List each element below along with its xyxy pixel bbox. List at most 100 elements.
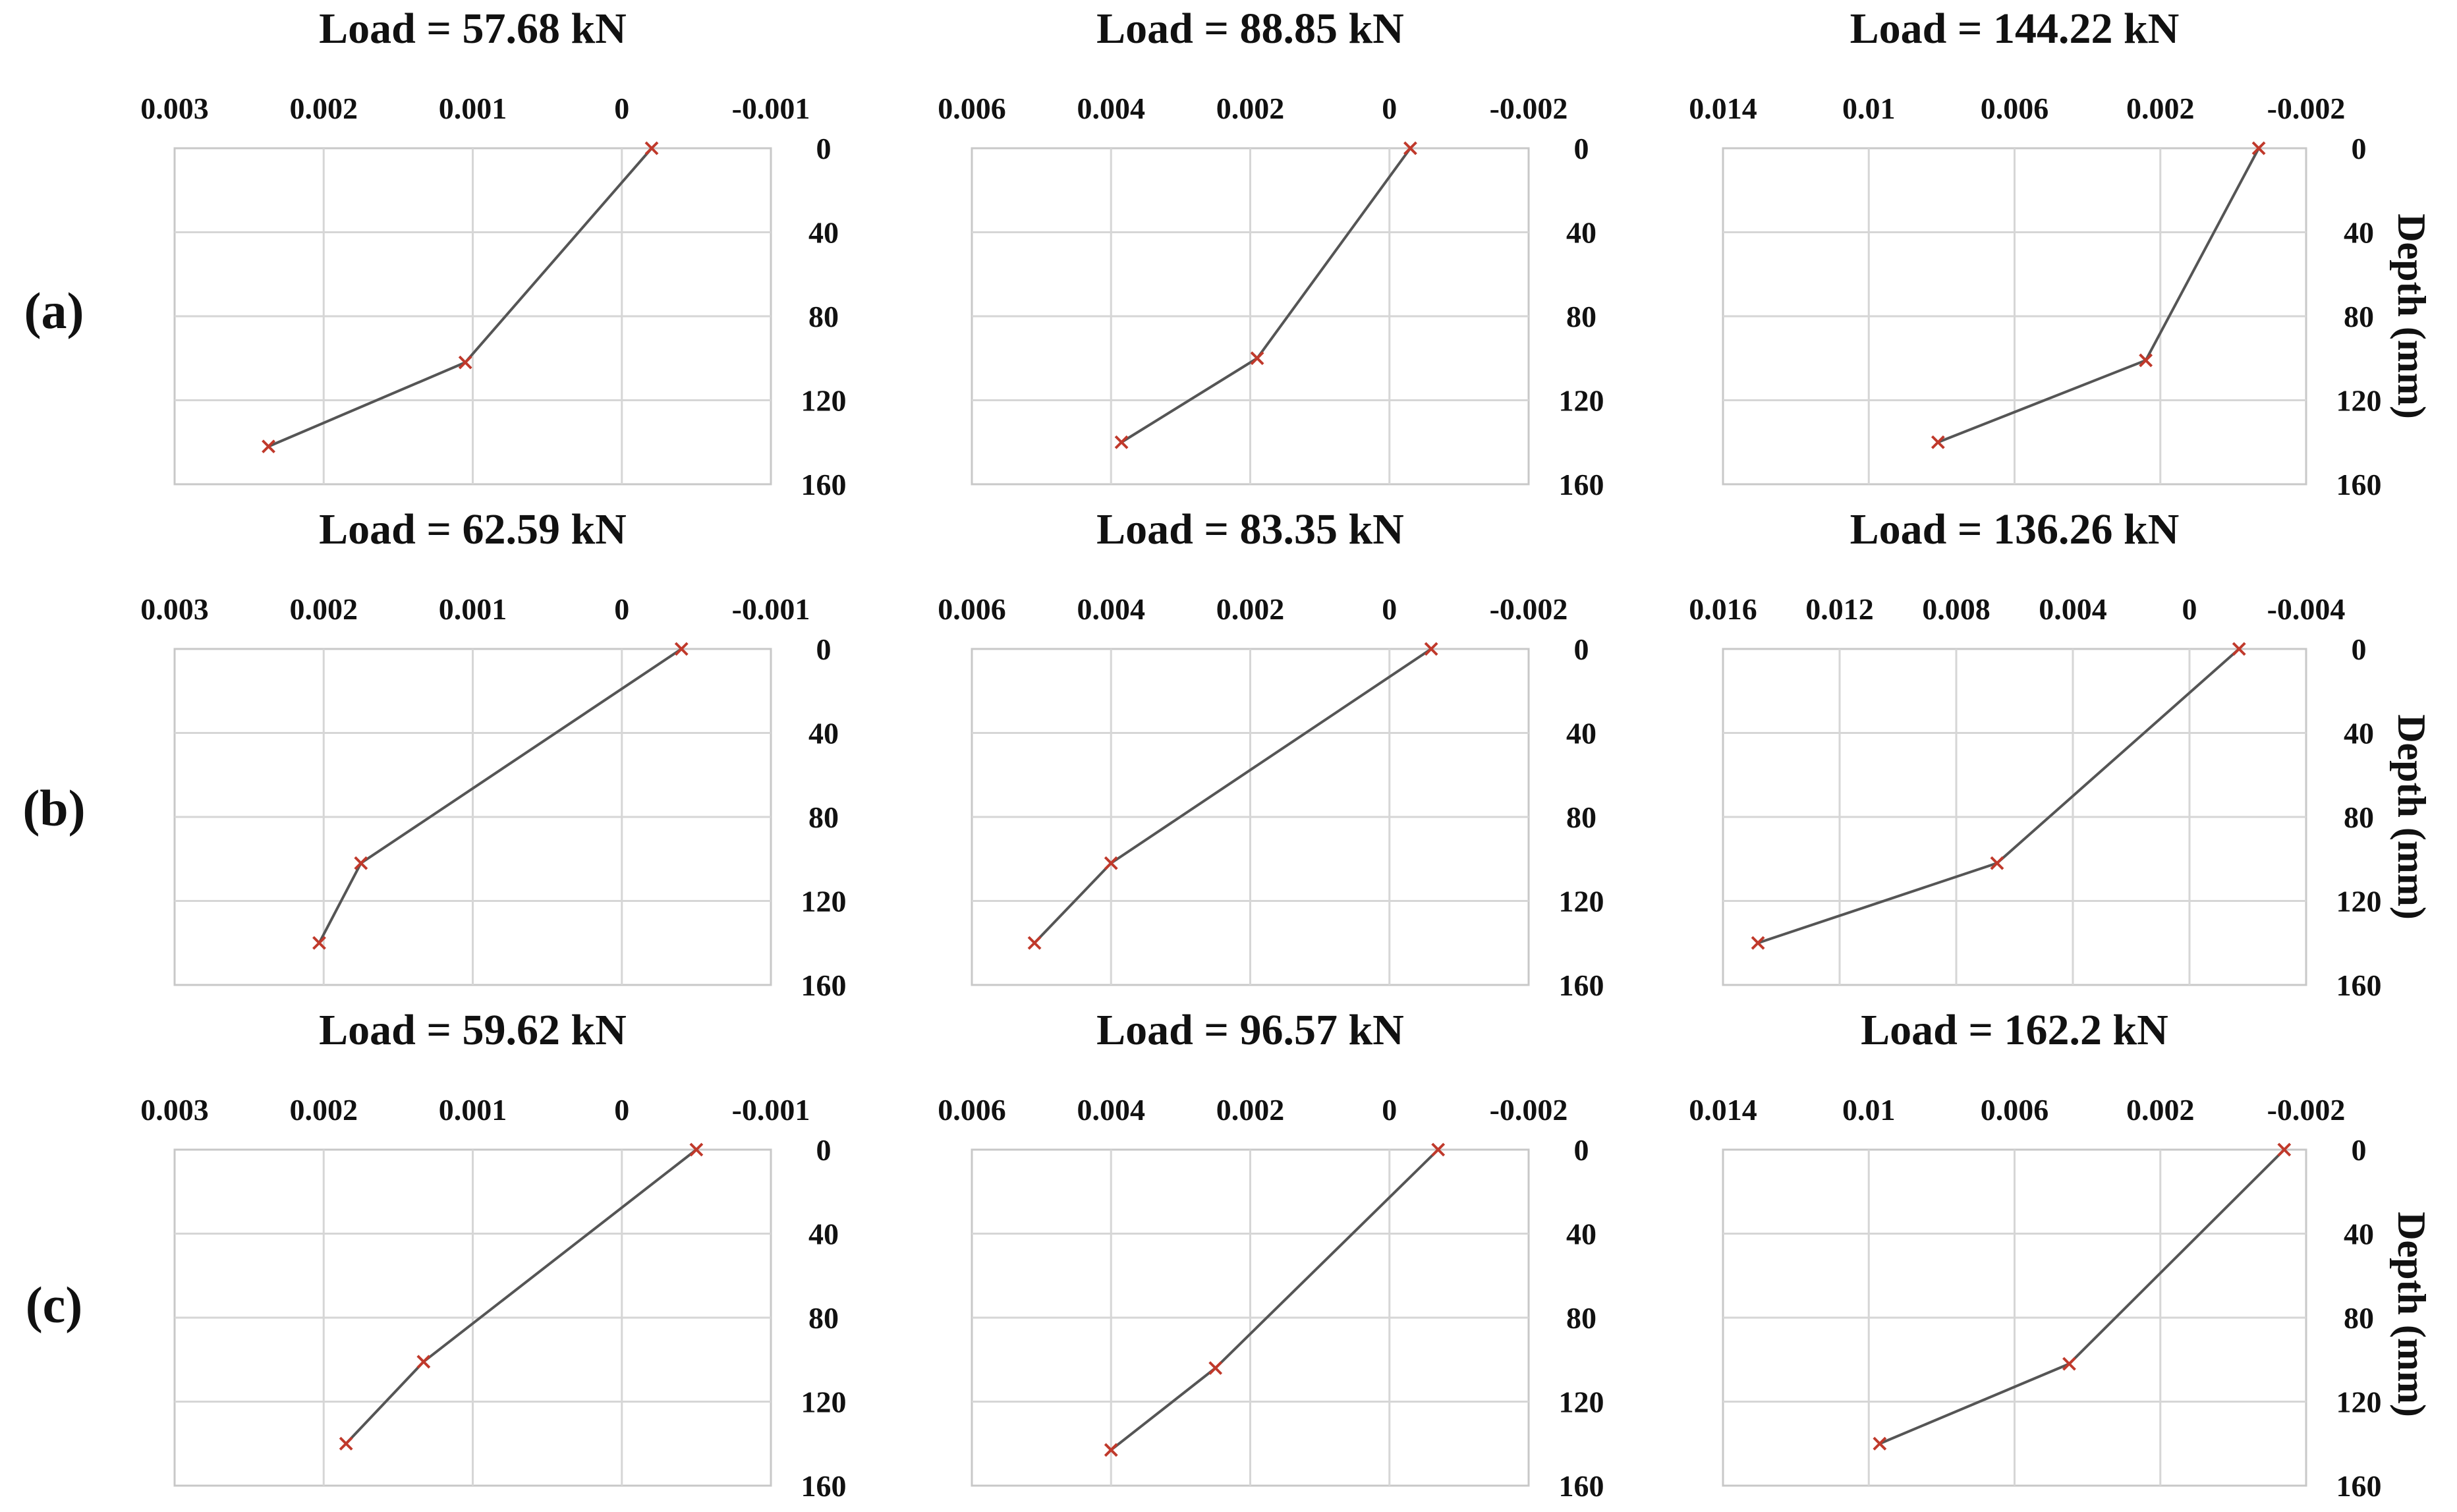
row-label-c: (c) — [26, 1276, 83, 1333]
row-label-a: (a) — [24, 282, 84, 339]
x-tick-label: 0.001 — [439, 1093, 507, 1127]
data-point-marker — [1403, 141, 1417, 155]
x-tick-label: 0.003 — [140, 1093, 209, 1127]
series-line — [1033, 648, 1432, 944]
marker-stroke — [1250, 351, 1264, 366]
marker-stroke — [354, 856, 368, 870]
data-point-marker — [1424, 642, 1438, 656]
marker-stroke — [1104, 1443, 1118, 1457]
y-tick-label: 160 — [1559, 468, 1604, 501]
y-tick-label: 40 — [2344, 216, 2374, 250]
data-point-marker — [1250, 351, 1264, 366]
chart-title: Load = 59.62 kN — [319, 1006, 627, 1054]
x-tick-label: 0 — [2182, 592, 2197, 626]
x-tick-label: 0.002 — [2126, 92, 2195, 125]
x-tick-label: 0.004 — [1077, 1093, 1146, 1127]
y-tick-label: 160 — [801, 968, 847, 1002]
marker-stroke — [644, 141, 659, 155]
marker-stroke — [1431, 1142, 1446, 1157]
y-tick-label: 40 — [1566, 717, 1596, 750]
data-point-marker — [1931, 435, 1945, 449]
x-tick-label: -0.002 — [1490, 92, 1568, 125]
y-tick-label: 160 — [1559, 968, 1604, 1002]
marker-stroke — [1403, 141, 1417, 155]
chart-panel-1: Load = 88.85 kN0.006 0.004 0.002 0 -0.002040… — [938, 5, 1604, 501]
y-tick-label: 40 — [808, 216, 839, 250]
data-point-marker — [2062, 1357, 2076, 1371]
data-point-marker — [644, 141, 659, 155]
marker-stroke — [339, 1436, 353, 1451]
data-point-marker — [2232, 642, 2246, 656]
y-tick-label: 40 — [808, 1218, 839, 1251]
x-tick-label: 0.006 — [1981, 92, 2049, 125]
x-tick-label: 0 — [1382, 1093, 1397, 1127]
y-tick-label: 40 — [1566, 1218, 1596, 1251]
y-tick-label: 160 — [2336, 968, 2382, 1002]
y-tick-label: 120 — [2336, 1386, 2382, 1419]
x-tick-label: 0.012 — [1805, 592, 1874, 626]
data-point-marker — [1208, 1361, 1223, 1375]
marker-stroke — [1990, 856, 2004, 870]
chart-panel-8: Load = 162.2 kN 0.014 0.01 0.006 0.002 -0.002… — [1689, 1006, 2381, 1503]
y-tick-label: 40 — [1566, 216, 1596, 250]
x-tick-label: 0.006 — [938, 92, 1006, 125]
y-tick-label: 120 — [1559, 384, 1604, 418]
y-tick-label: 80 — [1566, 1301, 1596, 1335]
series-line — [1757, 648, 2240, 945]
x-tick-label: 0.001 — [439, 592, 507, 626]
y-tick-label: 120 — [1559, 885, 1604, 918]
y-tick-label: 160 — [801, 1469, 847, 1503]
y-tick-label: 80 — [1566, 300, 1596, 333]
marker-stroke — [689, 1142, 704, 1157]
chart-panel-2: Load = 144.22 kN 0.014 0.01 0.006 0.002 -0.00… — [1689, 5, 2381, 501]
chart-title: Load = 136.26 kN — [1850, 505, 2180, 553]
chart-title: Load = 144.22 kN — [1850, 5, 2180, 53]
y-tick-label: 0 — [2352, 632, 2367, 666]
data-point-marker — [339, 1436, 353, 1451]
marker-stroke — [1424, 642, 1438, 656]
x-tick-label: 0.006 — [1981, 1093, 2049, 1127]
data-point-marker — [1114, 435, 1129, 449]
series-line — [1879, 1148, 2286, 1445]
marker-stroke — [416, 1355, 431, 1369]
y-tick-label: 40 — [2344, 1218, 2374, 1251]
marker-stroke — [262, 439, 275, 454]
marker-stroke — [458, 355, 472, 370]
ylabel-row-c: Depth (mm) — [2390, 1212, 2433, 1417]
x-tick-label: -0.004 — [2267, 592, 2346, 626]
marker-stroke — [2251, 141, 2266, 155]
x-tick-label: -0.001 — [732, 1093, 810, 1127]
data-point-marker — [458, 355, 472, 370]
chart-title: Load = 88.85 kN — [1096, 5, 1404, 53]
x-tick-label: 0.014 — [1689, 1093, 1757, 1127]
y-tick-label: 0 — [816, 632, 832, 666]
x-tick-label: 0.006 — [938, 1093, 1006, 1127]
y-tick-label: 160 — [801, 468, 847, 501]
data-point-marker — [1431, 1142, 1446, 1157]
x-tick-label: 0.016 — [1689, 592, 1757, 626]
marker-stroke — [1873, 1436, 1887, 1451]
x-tick-label: 0.01 — [1842, 1093, 1896, 1127]
x-tick-label: 0.002 — [1216, 1093, 1285, 1127]
chart-title: Load = 96.57 kN — [1096, 1006, 1404, 1054]
x-tick-label: 0.003 — [140, 592, 209, 626]
marker-stroke — [1751, 936, 1765, 950]
x-tick-label: 0.01 — [1842, 92, 1896, 125]
x-tick-label: -0.002 — [1490, 592, 1568, 626]
y-tick-label: 0 — [816, 132, 832, 165]
y-tick-label: 80 — [808, 800, 839, 834]
data-point-marker — [1990, 856, 2004, 870]
series-line — [1937, 148, 2260, 444]
y-tick-label: 80 — [1566, 800, 1596, 834]
data-point-marker — [1751, 936, 1765, 950]
x-tick-label: 0.014 — [1689, 92, 1757, 125]
row-label-b: (b) — [22, 779, 85, 837]
series-line — [318, 648, 683, 944]
ylabel-row-a: Depth (mm) — [2390, 213, 2433, 419]
x-tick-label: -0.001 — [732, 92, 810, 125]
x-tick-label: 0 — [614, 592, 629, 626]
x-tick-label: -0.002 — [2267, 1093, 2346, 1127]
data-point-marker — [1873, 1436, 1887, 1451]
x-tick-label: 0 — [1382, 592, 1397, 626]
